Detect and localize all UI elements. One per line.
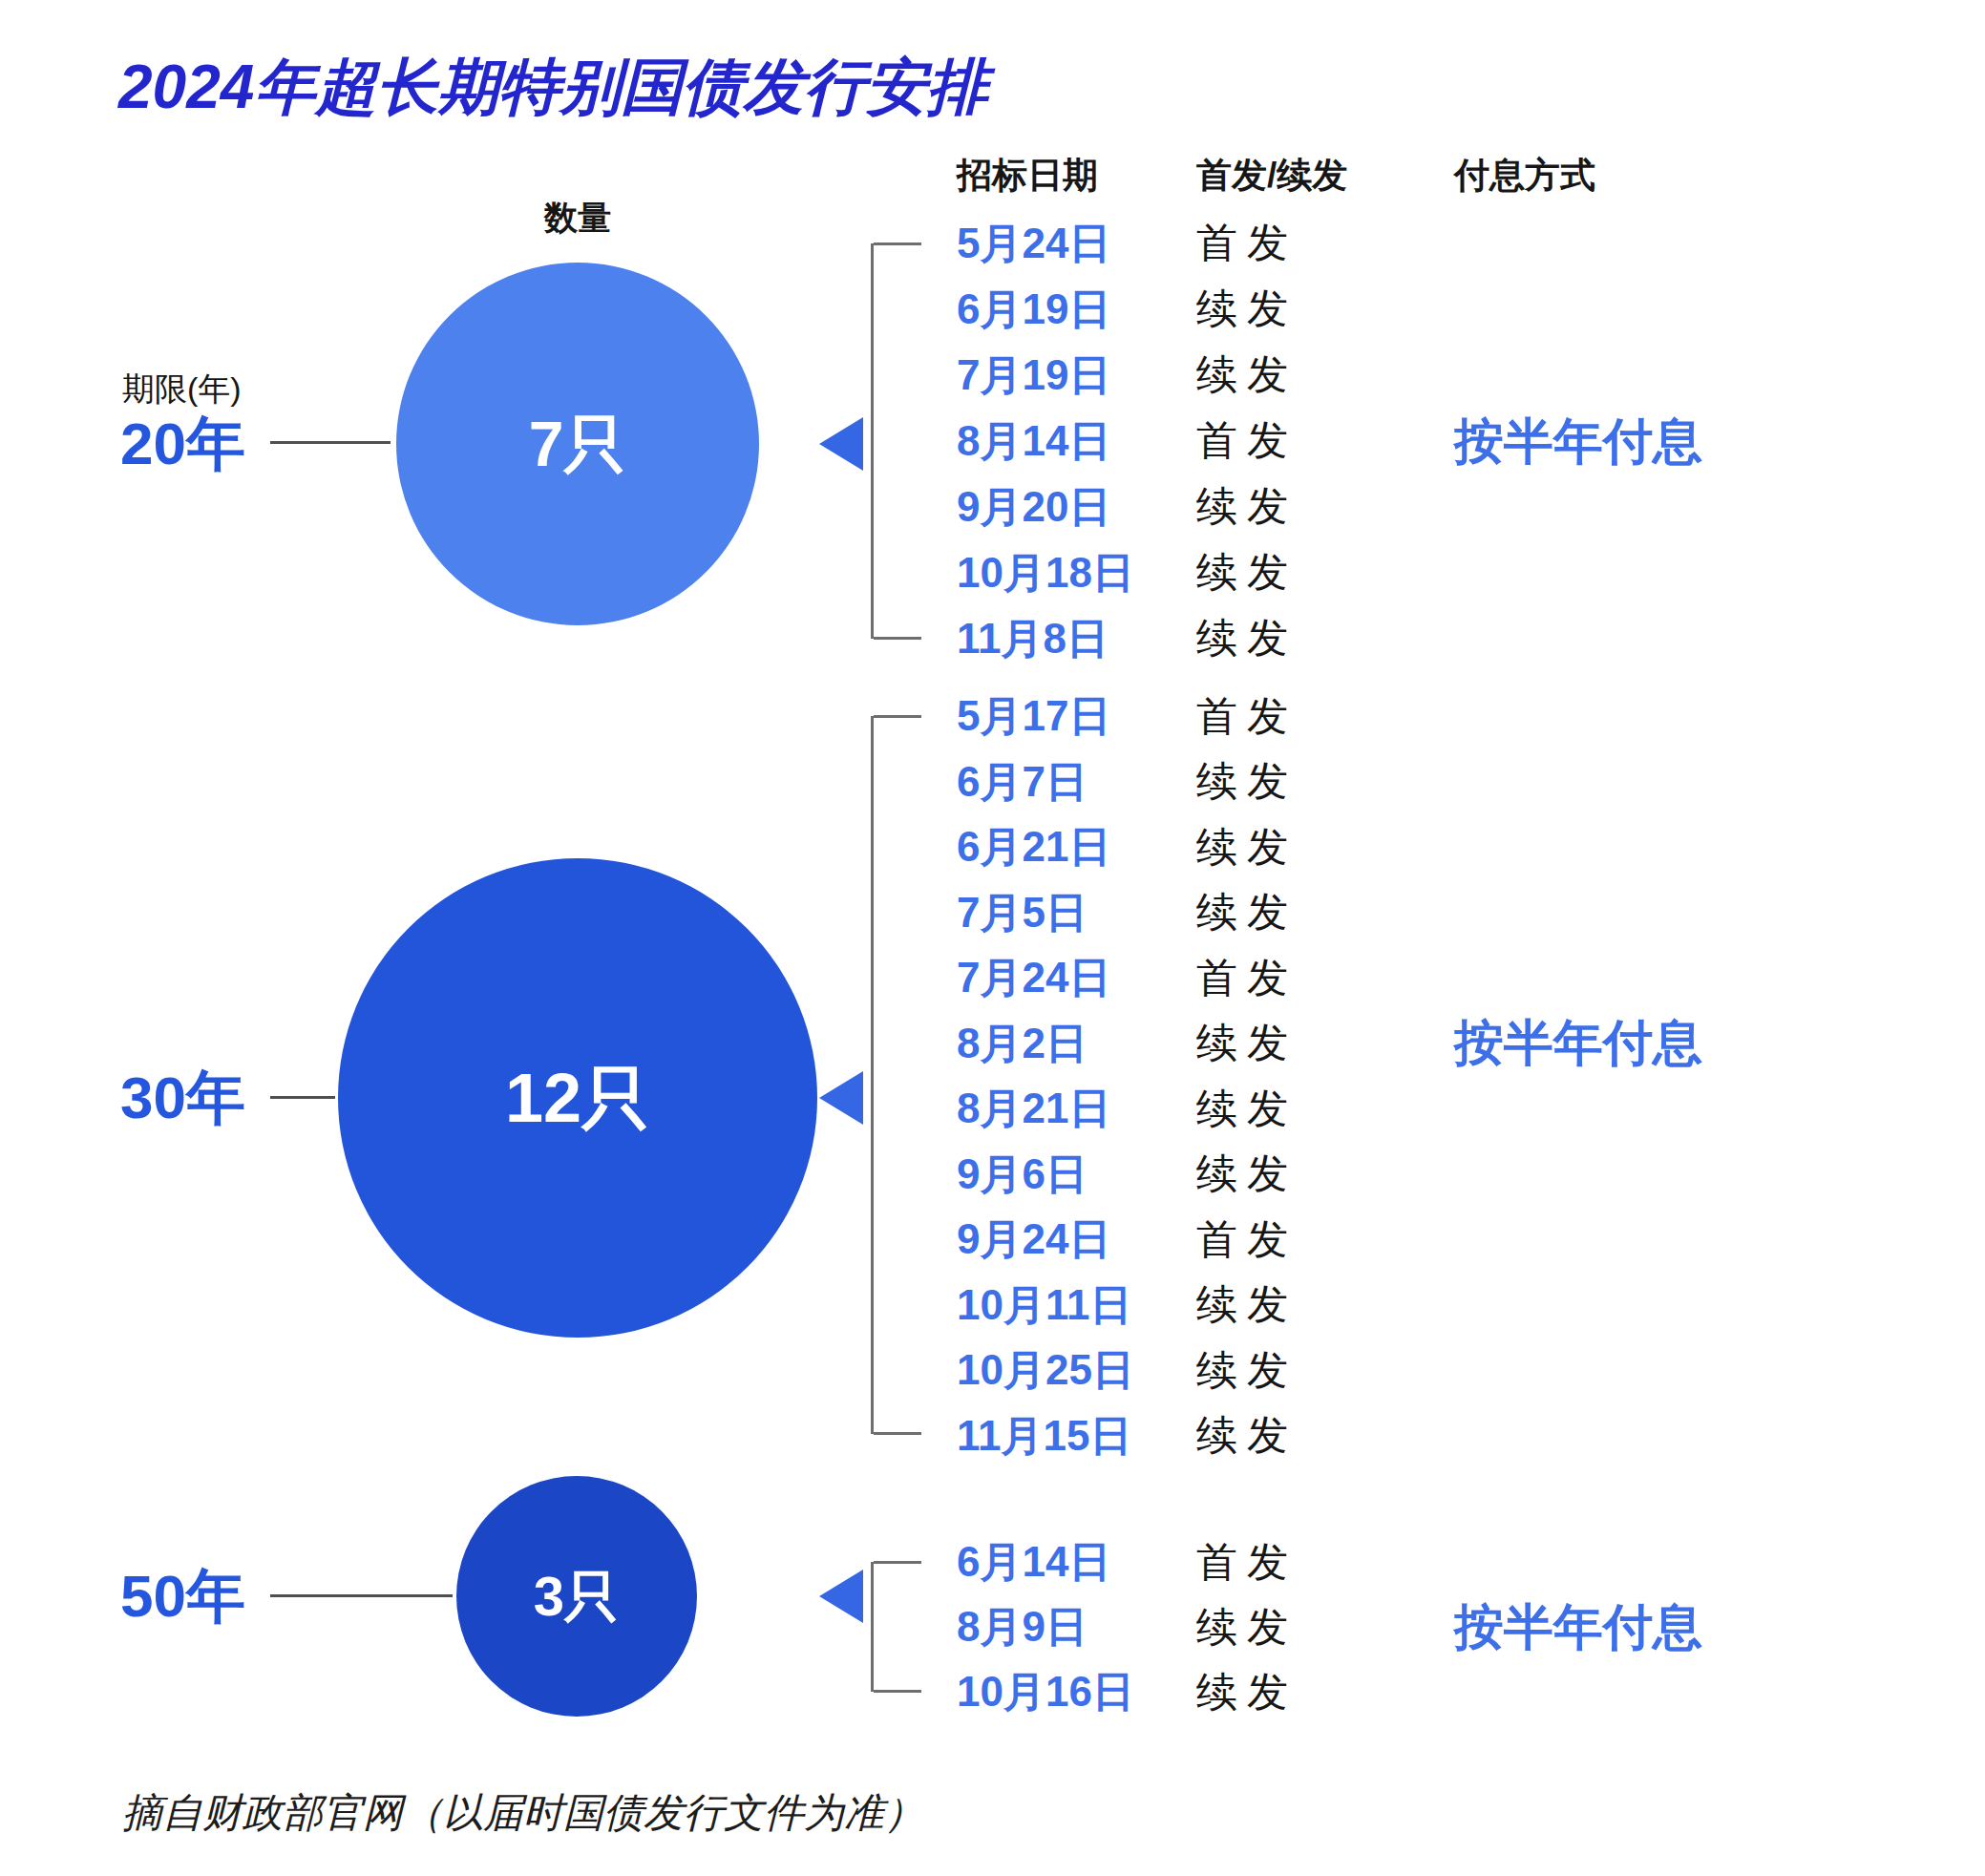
bid-date: 6月19日 <box>957 288 1110 330</box>
issue-type: 首发 <box>1196 1219 1298 1260</box>
bid-date: 7月19日 <box>957 354 1110 396</box>
issue-row: 5月24日 首发 <box>957 210 1453 276</box>
issue-type: 续发 <box>1196 827 1298 868</box>
bid-date: 10月11日 <box>957 1284 1131 1326</box>
term-label-50y: 50年 <box>120 1567 245 1626</box>
issue-row: 8月2日 续发 <box>957 1011 1453 1077</box>
issue-type: 续发 <box>1196 1088 1298 1129</box>
issue-row: 9月20日 续发 <box>957 474 1453 539</box>
issue-row: 10月25日 续发 <box>957 1338 1453 1403</box>
bid-date: 8月14日 <box>957 420 1110 462</box>
issue-type: 续发 <box>1196 552 1298 593</box>
bid-date: 8月2日 <box>957 1022 1088 1064</box>
bid-date: 7月24日 <box>957 957 1110 999</box>
column-header-issue-type: 首发/续发 <box>1196 158 1347 193</box>
payment-method-20y: 按半年付息 <box>1454 416 1702 466</box>
bid-date: 9月24日 <box>957 1218 1110 1260</box>
issue-type: 首发 <box>1196 420 1298 461</box>
issue-row: 6月21日 续发 <box>957 814 1453 880</box>
payment-method-50y: 按半年付息 <box>1454 1602 1702 1652</box>
bid-date: 5月24日 <box>957 222 1110 264</box>
issue-type: 续发 <box>1196 1153 1298 1194</box>
issue-list-50y: 6月14日首发 8月9日续发 10月16日续发 <box>957 1529 1453 1724</box>
term-label-30y: 30年 <box>120 1068 245 1128</box>
issue-type: 续发 <box>1196 354 1298 395</box>
bid-date: 10月16日 <box>957 1671 1134 1713</box>
bid-date: 9月20日 <box>957 486 1110 528</box>
issue-row: 6月19日 续发 <box>957 276 1453 342</box>
payment-method-30y: 按半年付息 <box>1454 1018 1702 1067</box>
issue-row: 7月5日 续发 <box>957 880 1453 946</box>
bid-date: 6月7日 <box>957 761 1088 803</box>
issue-type: 首发 <box>1196 696 1298 737</box>
bid-date: 8月9日 <box>957 1606 1088 1648</box>
issue-type: 续发 <box>1196 1672 1298 1713</box>
issue-row: 6月14日 首发 <box>957 1529 1453 1594</box>
issue-row: 5月17日 首发 <box>957 684 1453 749</box>
issue-row: 7月24日 首发 <box>957 945 1453 1011</box>
issue-row: 9月6日 续发 <box>957 1142 1453 1208</box>
issue-type: 续发 <box>1196 486 1298 527</box>
bid-date: 6月14日 <box>957 1541 1110 1583</box>
bid-date: 7月5日 <box>957 892 1088 934</box>
issue-type: 续发 <box>1196 1415 1298 1456</box>
bracket-20y <box>871 243 874 639</box>
page-title: 2024年超长期特别国债发行安排 <box>118 53 987 120</box>
connector-line-20y <box>270 441 391 444</box>
bid-date: 8月21日 <box>957 1087 1110 1129</box>
bid-date: 11月15日 <box>957 1415 1131 1457</box>
connector-line-50y <box>270 1594 453 1597</box>
bubble-20y: 7只 <box>396 263 759 625</box>
issue-type: 续发 <box>1196 761 1298 802</box>
issue-row: 10月18日 续发 <box>957 539 1453 605</box>
arrow-left-icon <box>819 417 863 471</box>
issue-type: 首发 <box>1196 958 1298 999</box>
connector-line-30y <box>270 1096 335 1099</box>
bid-date: 10月18日 <box>957 552 1134 594</box>
issue-type: 首发 <box>1196 222 1298 263</box>
issue-row: 7月19日 续发 <box>957 342 1453 408</box>
column-header-payment-method: 付息方式 <box>1454 158 1595 193</box>
bid-date: 10月25日 <box>957 1349 1134 1391</box>
issue-row: 6月7日 续发 <box>957 749 1453 815</box>
arrow-left-icon <box>819 1071 863 1125</box>
column-header-bid-date: 招标日期 <box>957 158 1098 193</box>
term-axis-label: 期限(年) <box>122 372 242 405</box>
issue-row: 8月14日 首发 <box>957 408 1453 474</box>
bubble-50y: 3只 <box>456 1476 697 1717</box>
bracket-50y <box>871 1562 874 1692</box>
issue-type: 续发 <box>1196 1022 1298 1064</box>
issue-type: 首发 <box>1196 1542 1298 1583</box>
issue-row: 11月15日 续发 <box>957 1403 1453 1469</box>
bid-date: 5月17日 <box>957 695 1110 737</box>
quantity-axis-label: 数量 <box>544 200 611 234</box>
bracket-30y <box>871 716 874 1434</box>
issue-type: 续发 <box>1196 618 1298 659</box>
bid-date: 11月8日 <box>957 618 1109 660</box>
bid-date: 6月21日 <box>957 826 1110 868</box>
issue-row: 10月16日 续发 <box>957 1659 1453 1724</box>
issue-type: 续发 <box>1196 1350 1298 1391</box>
source-note: 摘自财政部官网（以届时国债发行文件为准） <box>122 1789 924 1837</box>
issue-type: 续发 <box>1196 1284 1298 1325</box>
term-label-20y: 20年 <box>120 414 245 474</box>
bid-date: 9月6日 <box>957 1153 1088 1195</box>
issue-row: 8月9日 续发 <box>957 1594 1453 1659</box>
issue-row: 10月11日 续发 <box>957 1273 1453 1338</box>
issue-type: 续发 <box>1196 892 1298 933</box>
issue-list-30y: 5月17日首发 6月7日续发 6月21日续发 7月5日续发 7月24日首发 8月… <box>957 684 1453 1468</box>
bubble-30y: 12只 <box>338 858 817 1338</box>
issue-type: 续发 <box>1196 1607 1298 1648</box>
issue-row: 8月21日 续发 <box>957 1076 1453 1142</box>
arrow-left-icon <box>819 1570 863 1623</box>
issue-row: 9月24日 首发 <box>957 1207 1453 1273</box>
issue-row: 11月8日 续发 <box>957 605 1453 671</box>
issue-list-20y: 5月24日首发 6月19日续发 7月19日续发 8月14日首发 9月20日续发 … <box>957 210 1453 671</box>
issue-type: 续发 <box>1196 288 1298 329</box>
